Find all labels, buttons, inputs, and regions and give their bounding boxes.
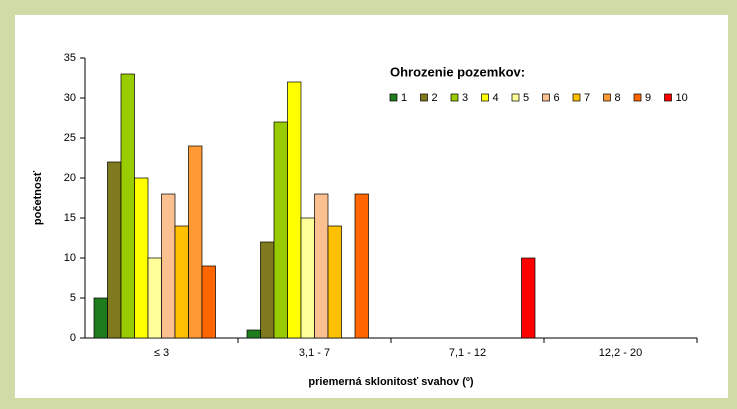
bar [120, 73, 135, 339]
legend-label: 9 [645, 92, 651, 104]
legend-swatch [389, 93, 398, 102]
bar [521, 257, 536, 339]
legend-label: 6 [554, 92, 560, 104]
bar [174, 225, 189, 339]
bar [188, 145, 203, 339]
legend-swatch [450, 93, 459, 102]
bar [314, 193, 329, 339]
y-tick-label: 5 [70, 292, 76, 304]
legend-label: 8 [615, 92, 621, 104]
legend-swatch [511, 93, 520, 102]
bar [147, 257, 162, 339]
y-tick-label: 20 [64, 172, 76, 184]
x-tick-label: ≤ 3 [154, 347, 169, 359]
legend-swatch [572, 93, 581, 102]
y-tick-label: 10 [64, 252, 76, 264]
y-tick-label: 15 [64, 212, 76, 224]
legend-title: Ohrozenie pozemkov: [390, 64, 525, 79]
legend-swatch [633, 93, 642, 102]
bar [201, 265, 216, 339]
x-tick-label: 3,1 - 7 [299, 347, 330, 359]
bar [134, 177, 149, 339]
y-tick-label: 30 [64, 92, 76, 104]
bar [287, 81, 302, 339]
legend-label: 1 [401, 92, 407, 104]
bar [273, 121, 288, 339]
x-tick-label: 12,2 - 20 [599, 347, 642, 359]
legend-label: 5 [523, 92, 529, 104]
y-tick-label: 0 [70, 332, 76, 344]
y-axis-title: početnosť [32, 170, 44, 225]
legend-swatch [664, 93, 672, 102]
legend-label: 4 [493, 92, 499, 104]
bar [354, 193, 369, 339]
bar [93, 297, 108, 339]
y-tick-label: 35 [64, 52, 76, 64]
legend-swatch [542, 93, 550, 102]
legend-label: 2 [432, 92, 438, 104]
legend-label: 3 [462, 92, 468, 104]
x-tick-label: 7,1 - 12 [449, 347, 486, 359]
legend-label: 10 [676, 92, 688, 104]
legend-swatch [420, 93, 428, 102]
x-axis-title: priemerná sklonitosť svahov (º) [308, 376, 474, 388]
bar [161, 193, 176, 339]
bar [107, 161, 122, 339]
legend-label: 7 [584, 92, 590, 104]
legend-swatch [481, 93, 489, 102]
bar [327, 225, 342, 339]
y-tick-label: 25 [64, 132, 76, 144]
bar [300, 217, 315, 339]
bar [260, 241, 275, 339]
legend-swatch [603, 93, 611, 102]
bar [246, 329, 261, 339]
